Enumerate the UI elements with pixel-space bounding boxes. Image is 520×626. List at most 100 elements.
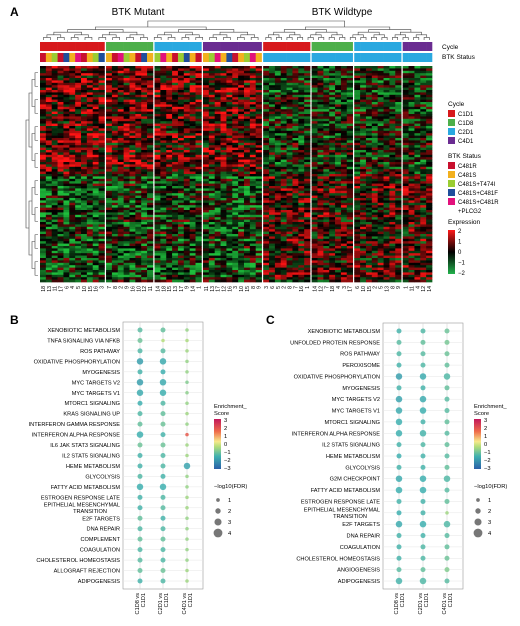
heatmap-cell <box>129 92 136 96</box>
dendrogram-branch <box>102 34 117 38</box>
heatmap-cell <box>123 181 130 184</box>
heatmap-cell <box>365 66 373 69</box>
heatmap-cell <box>402 224 409 228</box>
heatmap-cell <box>323 75 330 79</box>
status-track-cell <box>69 53 76 62</box>
heatmap-cell <box>346 198 353 201</box>
heatmap-cell <box>63 157 70 160</box>
heatmap-cell <box>63 121 70 124</box>
heatmap-cell <box>311 99 318 103</box>
heatmap-cell <box>98 140 105 144</box>
heatmap-cell <box>408 109 415 112</box>
heatmap-cell <box>40 75 47 79</box>
heatmap-cell <box>141 171 148 175</box>
heatmap-cell <box>75 114 82 117</box>
heatmap-cell <box>214 238 221 242</box>
heatmap-cell <box>269 99 276 103</box>
heatmap-cell <box>377 147 384 151</box>
heatmap-cell <box>63 118 70 122</box>
heatmap-cell <box>269 109 276 112</box>
heatmap-cell <box>329 87 336 91</box>
heatmap-cell <box>141 181 148 184</box>
heatmap-cell <box>40 82 47 86</box>
heatmap-cell <box>111 234 119 237</box>
heatmap-cell <box>154 99 161 103</box>
heatmap-cell <box>141 219 148 223</box>
heatmap-cell <box>40 135 47 139</box>
heatmap-cell <box>323 183 330 187</box>
heatmap-cell <box>172 99 179 103</box>
heatmap-cell <box>160 200 167 204</box>
heatmap-cell <box>346 169 353 172</box>
heatmap-cell <box>329 80 336 84</box>
heatmap-cell <box>354 70 361 74</box>
heatmap-cell <box>383 152 390 156</box>
heatmap-cell <box>371 68 379 72</box>
heatmap-cell <box>189 118 196 122</box>
heatmap-cell <box>335 169 342 172</box>
heatmap-cell <box>371 106 379 110</box>
heatmap-cell <box>214 193 221 196</box>
heatmap-cell <box>329 186 336 189</box>
heatmap-cell <box>304 68 311 72</box>
heatmap-cell <box>117 114 124 117</box>
heatmap-cell <box>414 154 421 158</box>
heatmap-cell <box>214 174 221 177</box>
status-track-cell <box>329 53 336 62</box>
dendrogram-branch <box>34 153 38 168</box>
status-track-cell <box>57 53 64 62</box>
heatmap-cell <box>214 169 221 172</box>
heatmap-cell <box>172 222 179 225</box>
heatmap-cell <box>147 222 154 225</box>
heatmap-cell <box>214 195 221 199</box>
heatmap-cell <box>195 80 202 84</box>
heatmap-cell <box>292 152 299 156</box>
heatmap-cell <box>269 214 276 218</box>
heatmap-cell <box>420 94 427 98</box>
heatmap-cell <box>117 186 124 189</box>
heatmap-cell <box>57 154 64 158</box>
heatmap-cell <box>383 181 390 184</box>
heatmap-cell <box>69 142 76 146</box>
heatmap-cell <box>154 111 161 115</box>
heatmap-cell <box>402 229 409 232</box>
heatmap-cell <box>269 104 276 108</box>
heatmap-cell <box>98 154 105 158</box>
heatmap-cell <box>183 90 191 93</box>
heatmap-cell <box>249 73 257 76</box>
heatmap-cell <box>389 190 396 194</box>
heatmap-cell <box>106 198 113 201</box>
heatmap-cell <box>129 178 136 182</box>
heatmap-cell <box>263 176 270 180</box>
heatmap-cell <box>141 126 148 129</box>
heatmap-cell <box>354 166 361 170</box>
heatmap-cell <box>86 188 94 192</box>
heatmap-cell <box>346 226 353 230</box>
heatmap-cell <box>147 162 154 165</box>
heatmap-cell <box>195 82 202 86</box>
heatmap-cell <box>63 166 70 170</box>
heatmap-cell <box>232 159 239 163</box>
heatmap-cell <box>323 234 330 237</box>
heatmap-cell <box>414 126 421 129</box>
heatmap-cell <box>154 164 161 168</box>
heatmap-cell <box>195 128 202 132</box>
status-track-cell <box>420 53 427 62</box>
heatmap-cell <box>45 234 53 237</box>
heatmap-cell <box>298 118 305 122</box>
heatmap-cell <box>208 66 216 69</box>
heatmap-cell <box>111 147 119 151</box>
heatmap-cell <box>255 126 262 129</box>
heatmap-cell <box>45 150 53 153</box>
heatmap-cell <box>202 181 210 184</box>
heatmap-cell <box>160 229 167 232</box>
heatmap-cell <box>249 126 257 129</box>
heatmap-cell <box>195 210 202 213</box>
heatmap-cell <box>269 164 276 168</box>
heatmap-cell <box>111 186 119 189</box>
heatmap-cell <box>263 231 270 235</box>
heatmap-cell <box>63 106 70 110</box>
heatmap-cell <box>75 150 82 153</box>
heatmap-cell <box>354 116 361 120</box>
